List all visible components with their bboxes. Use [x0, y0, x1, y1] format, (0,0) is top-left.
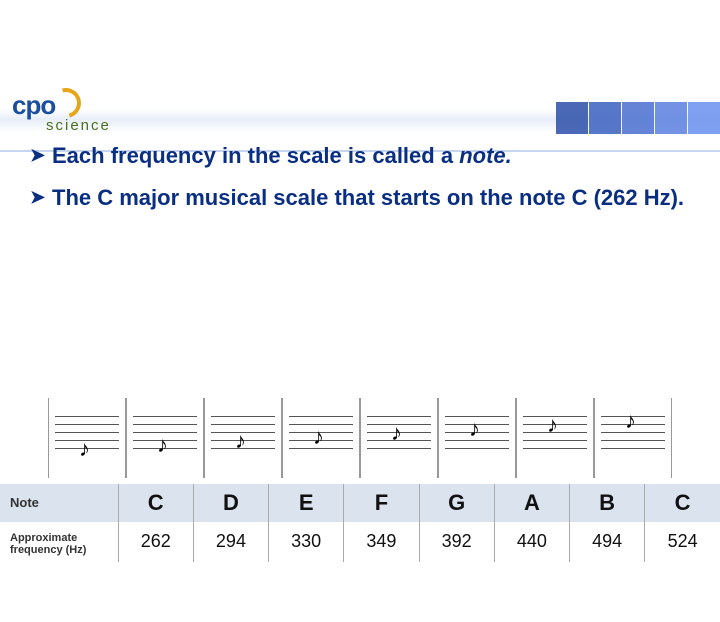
note-cell: D: [193, 484, 268, 522]
scale-figure: ♪♪♪♪♪♪♪♪ Note CDEFGABC Approximate frequ…: [0, 398, 720, 562]
logo-cpo: cpo: [12, 90, 55, 120]
note-cell: A: [494, 484, 569, 522]
bullet-list: Each frequency in the scale is called a …: [30, 142, 690, 211]
bullet-text: Each frequency in the scale is called a: [52, 143, 459, 168]
staff-cell: ♪: [594, 398, 672, 478]
freq-cell: 262: [118, 522, 193, 562]
freq-cell: 494: [570, 522, 645, 562]
eighth-note-icon: ♪: [79, 436, 90, 462]
logo: cpo science: [12, 88, 111, 134]
header-decor-squares: [556, 102, 720, 134]
freq-cell: 349: [344, 522, 419, 562]
note-cell: E: [269, 484, 344, 522]
staff-cell: ♪: [516, 398, 594, 478]
row-label-freq: Approximate frequency (Hz): [0, 522, 118, 562]
logo-science: science: [46, 117, 111, 134]
note-cell: G: [419, 484, 494, 522]
note-cell: C: [118, 484, 193, 522]
note-cell: F: [344, 484, 419, 522]
bullet-emphasis: note.: [459, 143, 512, 168]
freq-cell: 440: [494, 522, 569, 562]
freq-cell: 330: [269, 522, 344, 562]
note-cell: B: [570, 484, 645, 522]
eighth-note-icon: ♪: [157, 432, 168, 458]
eighth-note-icon: ♪: [547, 412, 558, 438]
staff-cell: ♪: [48, 398, 126, 478]
table-row-notes: Note CDEFGABC: [0, 484, 720, 522]
staff-row: ♪ ♪ ♪ ♪ ♪ ♪ ♪ ♪: [30, 398, 690, 478]
eighth-note-icon: ♪: [469, 416, 480, 442]
eighth-note-icon: ♪: [313, 424, 324, 450]
freq-cell: 392: [419, 522, 494, 562]
staff-cell: ♪: [282, 398, 360, 478]
staff-cell: ♪: [360, 398, 438, 478]
staff-cell: ♪: [204, 398, 282, 478]
eighth-note-icon: ♪: [391, 420, 402, 446]
staff-cell: ♪: [126, 398, 204, 478]
scale-table: Note CDEFGABC Approximate frequency (Hz)…: [0, 484, 720, 562]
freq-cell: 524: [645, 522, 720, 562]
bullet-item: The C major musical scale that starts on…: [30, 184, 690, 212]
row-label-note: Note: [0, 484, 118, 522]
eighth-note-icon: ♪: [625, 408, 636, 434]
bullet-item: Each frequency in the scale is called a …: [30, 142, 690, 170]
note-cell: C: [645, 484, 720, 522]
bullet-text: The C major musical scale that starts on…: [52, 185, 684, 210]
eighth-note-icon: ♪: [235, 428, 246, 454]
staff-cell: ♪: [438, 398, 516, 478]
table-row-freqs: Approximate frequency (Hz) 2622943303493…: [0, 522, 720, 562]
freq-cell: 294: [193, 522, 268, 562]
